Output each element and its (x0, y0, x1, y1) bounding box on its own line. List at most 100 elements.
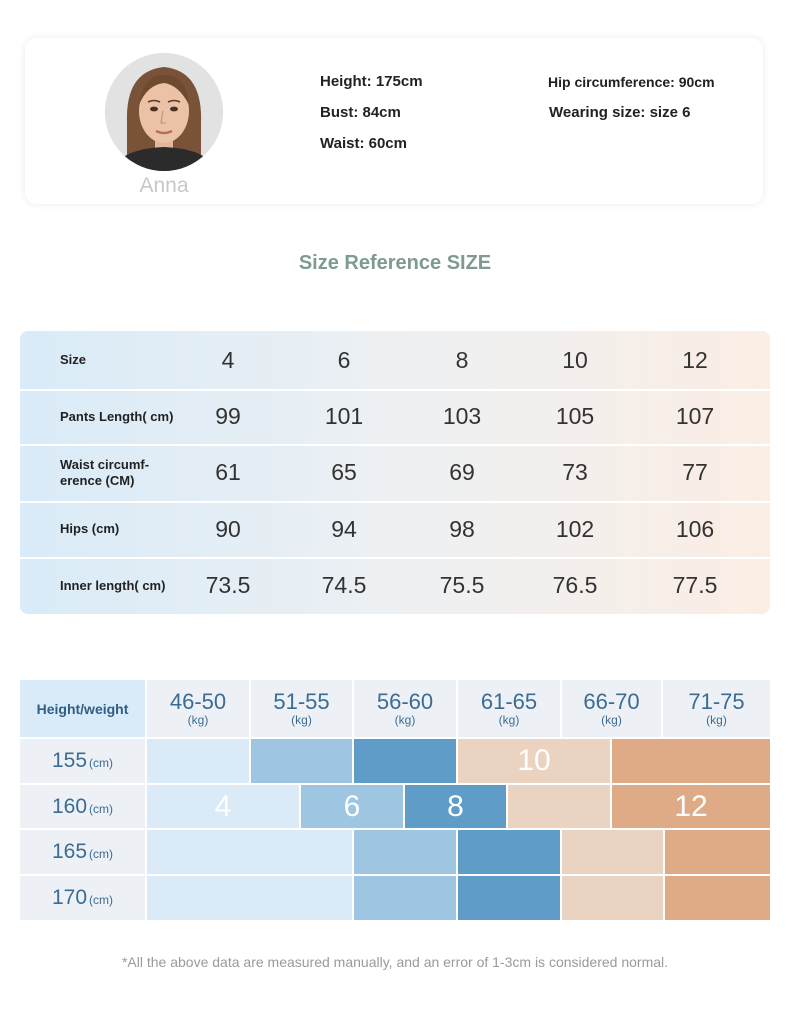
weight-column-header: 46-50 (kg) (147, 680, 249, 737)
size-table-cell: 74.5 (321, 572, 367, 598)
weight-range-label: 61-65 (480, 688, 538, 714)
model-hip: Hip circumference: 90cm (548, 74, 715, 90)
height-value: 155 (51, 749, 88, 772)
size-band-cell (612, 785, 770, 828)
size-table-cell: 105 (555, 403, 595, 429)
weight-range-label: 51-55 (273, 688, 330, 714)
size-band-cell (458, 830, 560, 874)
size-band-cell (405, 785, 506, 828)
size-table-cell: 99 (215, 403, 241, 429)
height-row-label: 155 (cm) (20, 739, 145, 783)
height-weight-corner-label: Height/weight (36, 700, 129, 717)
weight-unit-label: (kg) (291, 712, 312, 727)
size-band-cell (508, 785, 610, 828)
size-table-cell: 65 (331, 459, 357, 485)
size-table-row: Inner length( cm) 73.5 74.5 75.5 76.5 77.5 (20, 557, 770, 614)
weight-range-label: 66-70 (583, 688, 640, 714)
size-band-label: 12 (674, 789, 708, 823)
size-band-cell (458, 876, 560, 920)
weight-range-label: 46-50 (169, 688, 227, 714)
weight-range-label: 71-75 (688, 688, 745, 714)
size-band-label: 6 (343, 789, 361, 823)
size-table-row-label: Hips (cm) (60, 521, 120, 536)
size-band-cell (147, 739, 249, 783)
weight-unit-label: (kg) (187, 712, 209, 727)
size-band-cell (354, 830, 456, 874)
model-name: Anna (139, 174, 189, 197)
size-reference-table: Size 4 6 8 10 12 Pants Length( cm) 99 101 103 105 1… (20, 331, 770, 614)
size-table-row-label: Size (60, 352, 87, 367)
height-row-label: 160 (cm) (20, 785, 145, 828)
size-table-row-label: Pants Length( cm) (60, 408, 174, 424)
size-table-row-label: Waist circumf- erence (CM) (60, 456, 150, 488)
size-band-cell (147, 830, 352, 874)
size-header-cell: 4 (221, 346, 235, 373)
size-band-cell (562, 830, 663, 874)
height-unit: (cm) (89, 756, 114, 770)
size-table-row-label: Inner length( cm) (60, 577, 166, 593)
size-band-cell (251, 739, 352, 783)
size-table-cell: 75.5 (439, 572, 485, 598)
weight-unit-label: (kg) (601, 712, 622, 727)
size-table-cell: 106 (675, 515, 715, 542)
weight-column-header: 66-70 (kg) (562, 680, 661, 737)
height-weight-corner: Height/weight (20, 680, 145, 737)
height-value: 160 (51, 794, 88, 818)
measurement-footnote: *All the above data are measured manuall… (121, 954, 669, 970)
model-avatar (105, 53, 223, 171)
weight-unit-label: (kg) (706, 712, 727, 727)
height-unit: (cm) (89, 893, 114, 907)
weight-unit-label: (kg) (498, 712, 520, 727)
size-reference-title: Size Reference SIZE (298, 252, 492, 274)
height-weight-chart: Height/weight 46-50 (kg) 51-55 (kg) 56-60 (kg)… (20, 680, 770, 922)
weight-column-header: 61-65 (kg) (458, 680, 560, 737)
size-table-cell: 94 (331, 515, 357, 542)
size-band-cell (665, 876, 770, 920)
size-band-label: 4 (214, 789, 232, 823)
model-height: Height: 175cm (320, 73, 423, 90)
size-header-cell: 8 (455, 346, 469, 373)
size-band-cell (354, 739, 456, 783)
model-bust: Bust: 84cm (320, 104, 401, 121)
height-value: 170 (51, 886, 88, 909)
size-header-cell: 6 (337, 346, 351, 373)
size-band-cell (665, 830, 770, 874)
size-header-cell: 12 (682, 346, 708, 373)
size-band-cell (147, 785, 299, 828)
size-band-cell (301, 785, 403, 828)
model-card: Anna Height: 175cm Bust: 84cm Waist: 60c… (25, 38, 763, 204)
size-header-cell: 10 (562, 346, 588, 373)
size-table-cell: 69 (449, 459, 475, 485)
size-table-row: Pants Length( cm) 99 101 103 105 107 (20, 389, 770, 446)
size-table-cell: 61 (215, 459, 241, 485)
height-unit: (cm) (89, 801, 114, 816)
height-row-label: 165 (cm) (20, 830, 145, 874)
size-table-cell: 101 (324, 403, 364, 429)
size-band-cell (458, 739, 610, 783)
size-table-cell: 90 (215, 515, 241, 542)
size-table-cell: 73.5 (205, 572, 251, 598)
size-table-cell: 98 (449, 515, 475, 542)
size-table-cell: 102 (555, 515, 595, 542)
size-table-cell: 73 (562, 459, 588, 485)
model-waist: Waist: 60cm (320, 135, 407, 152)
size-table-cell: 77.5 (672, 572, 718, 598)
height-unit: (cm) (89, 847, 114, 861)
size-table-row: Hips (cm) 90 94 98 102 106 (20, 501, 770, 559)
size-table-cell: 103 (442, 403, 482, 429)
weight-column-header: 71-75 (kg) (663, 680, 770, 737)
size-table-row: Size 4 6 8 10 12 (20, 331, 770, 391)
weight-column-header: 51-55 (kg) (251, 680, 352, 737)
size-band-cell (562, 876, 663, 920)
height-value: 165 (51, 840, 88, 863)
model-wearing-size: Wearing size: size 6 (549, 104, 691, 121)
size-table-cell: 77 (682, 459, 708, 485)
size-band-cell (354, 876, 456, 920)
size-band-label: 10 (517, 744, 551, 777)
weight-column-header: 56-60 (kg) (354, 680, 456, 737)
size-band-label: 8 (447, 789, 464, 823)
size-table-cell: 76.5 (552, 572, 598, 598)
model-portrait-icon (105, 53, 223, 171)
size-band-cell (612, 739, 770, 783)
size-table-cell: 107 (675, 403, 715, 429)
